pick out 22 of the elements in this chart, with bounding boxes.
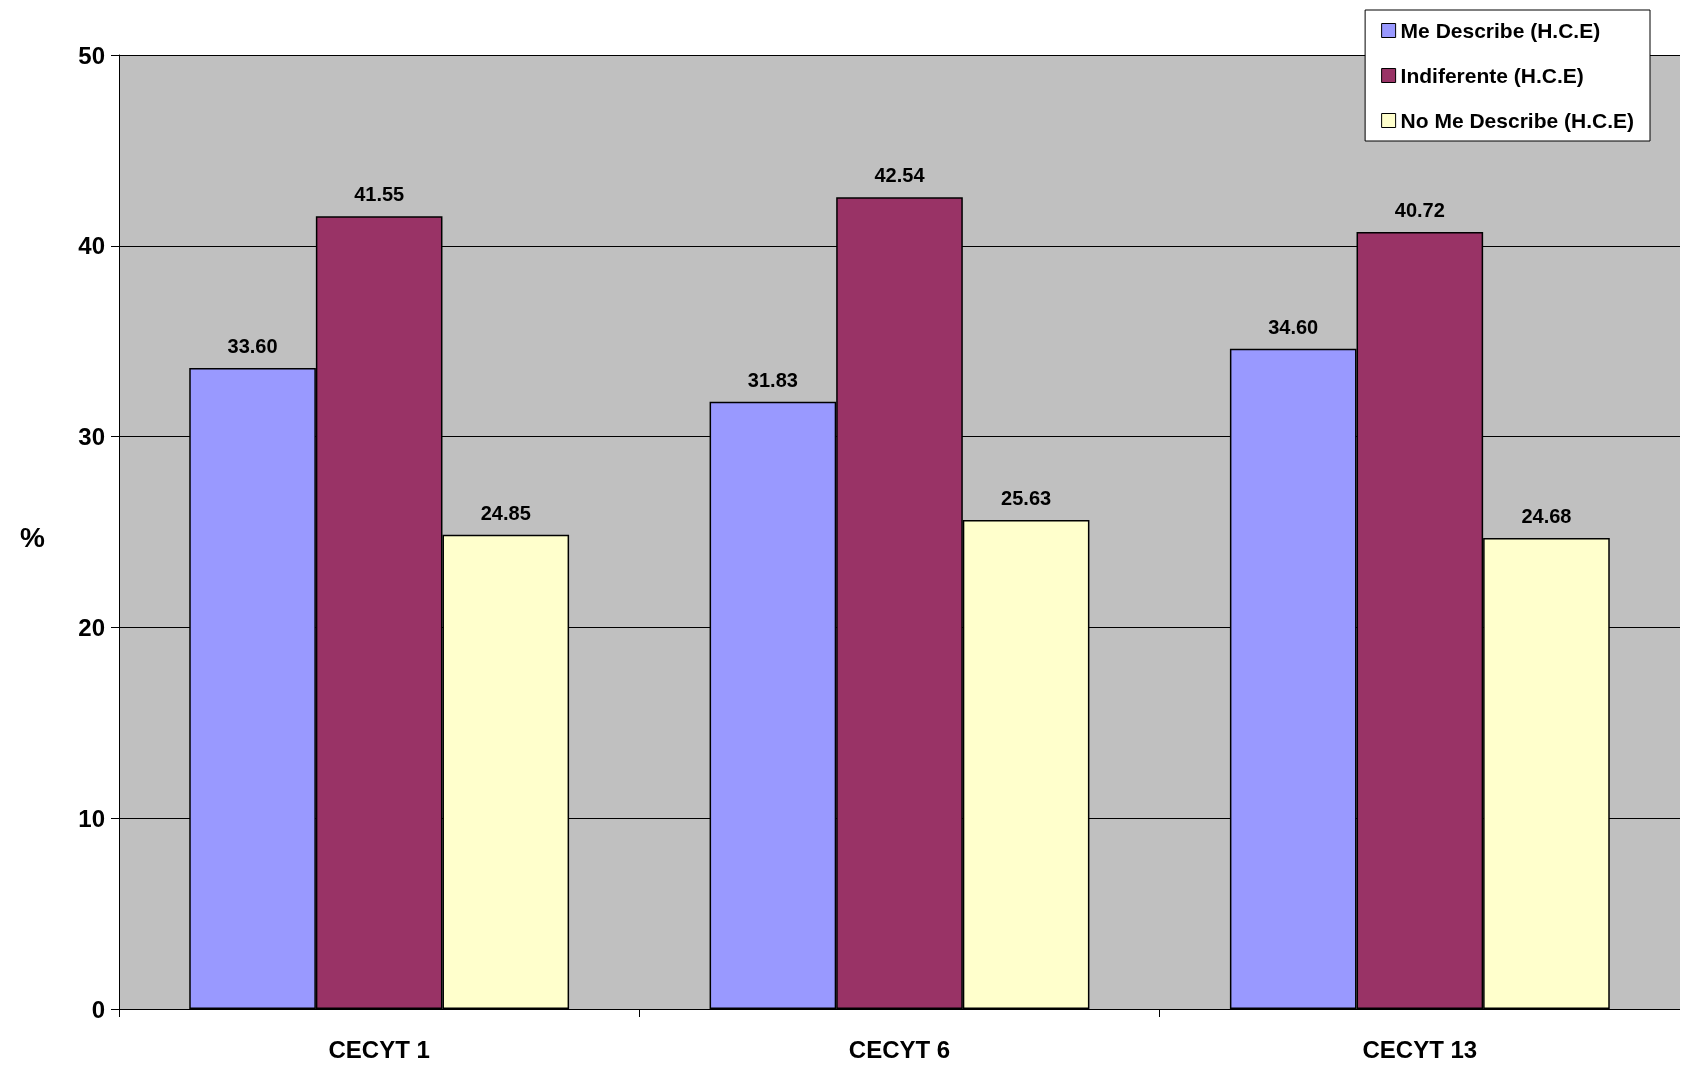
legend-label: No Me Describe (H.C.E) — [1400, 109, 1635, 132]
x-tick-label: CECYT 6 — [848, 1035, 951, 1063]
y-tick-label: 30 — [78, 423, 105, 451]
legend-label: Indiferente (H.C.E) — [1400, 64, 1584, 87]
data-label: 41.55 — [354, 183, 405, 206]
y-tick-label: 0 — [91, 995, 105, 1023]
data-label: 42.54 — [874, 164, 926, 187]
y-axis-title: % — [20, 521, 45, 553]
y-tick-label: 40 — [78, 232, 105, 260]
data-label: 40.72 — [1394, 199, 1445, 222]
data-label: 24.85 — [480, 501, 531, 524]
y-tick-label: 50 — [78, 41, 105, 69]
data-label: 34.60 — [1268, 315, 1319, 338]
legend-label: Me Describe (H.C.E) — [1400, 19, 1601, 42]
data-label: 25.63 — [1001, 486, 1052, 509]
data-label: 24.68 — [1521, 505, 1572, 528]
data-label: 31.83 — [747, 368, 798, 391]
y-tick-label: 20 — [78, 613, 105, 641]
x-tick-label: CECYT 13 — [1362, 1035, 1478, 1063]
y-tick-label: 10 — [78, 804, 105, 832]
data-label: 33.60 — [227, 334, 278, 357]
x-tick-label: CECYT 1 — [328, 1035, 430, 1063]
